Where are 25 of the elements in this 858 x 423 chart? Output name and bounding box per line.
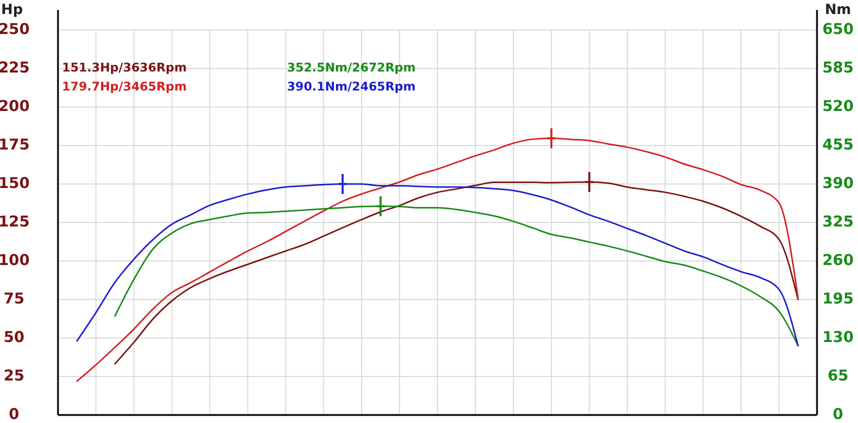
y2-tick-label: 0	[832, 405, 844, 423]
y2-tick-label: 520	[822, 97, 854, 116]
y2-tick-label: 260	[822, 251, 854, 270]
text: 151.3Hp/3636Rpm	[62, 60, 187, 74]
y-tick-label: 150	[0, 174, 30, 192]
text: 390.1Nm/2465Rpm	[287, 79, 416, 94]
y2-axis-title: Nm	[824, 2, 852, 18]
y2-tick-label: 650	[822, 20, 854, 38]
y2-tick-label: 455	[822, 136, 854, 154]
y-tick-label: 100	[0, 251, 30, 270]
y-tick-label: 75	[4, 290, 24, 308]
y2-tick-label: 130	[822, 328, 854, 346]
y-tick-label: 175	[0, 136, 30, 154]
y-axis-title: Hp	[1, 2, 23, 18]
y-tick-label: 25	[4, 366, 24, 385]
y2-tick-label: 65	[828, 366, 848, 385]
text: 352.5Nm/2672Rpm	[287, 60, 416, 74]
y2-tick-label: 585	[822, 58, 854, 77]
y-tick-label: 125	[0, 212, 30, 231]
text: 179.7Hp/3465Rpm	[62, 79, 187, 94]
y-tick-label: 50	[4, 328, 24, 346]
y2-tick-label: 390	[822, 174, 854, 192]
y2-tick-label: 325	[822, 212, 854, 231]
y-tick-label: 0	[8, 405, 20, 423]
y2-tick-label: 195	[822, 290, 854, 308]
